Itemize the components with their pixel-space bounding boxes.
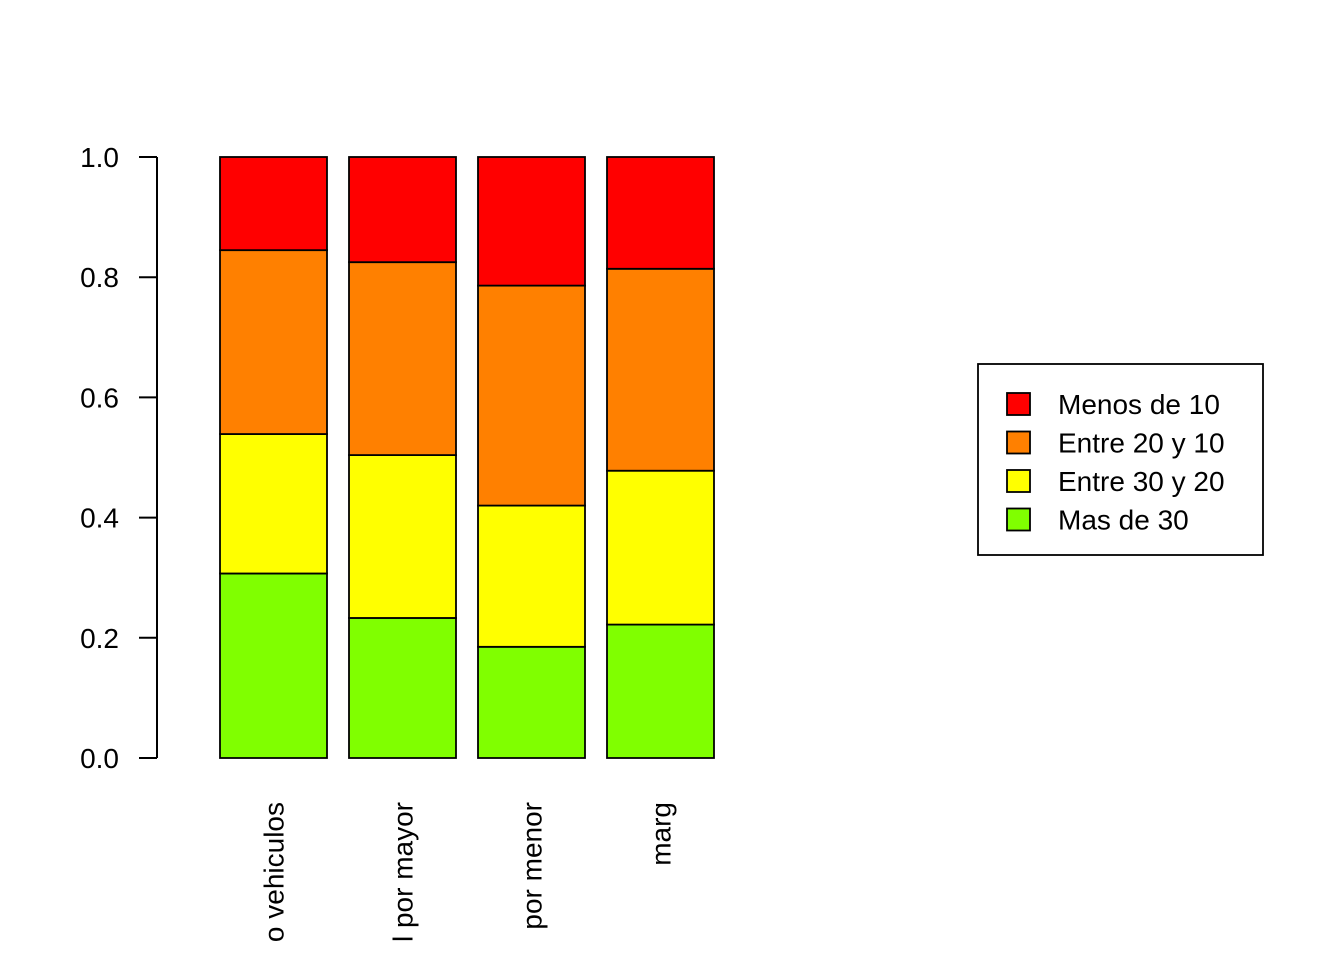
- bars: [219, 156, 715, 759]
- y-tick-label: 1.0: [80, 142, 119, 173]
- y-tick-label: 0.0: [80, 743, 119, 774]
- bar-segment: [477, 645, 586, 759]
- bar-segment: [477, 284, 586, 507]
- bar-segment: [606, 623, 715, 759]
- bar-segment: [348, 156, 457, 264]
- bar-segment: [348, 261, 457, 456]
- bar-segment: [348, 617, 457, 759]
- bar-segment: [477, 156, 586, 287]
- y-axis: 0.0 0.2 0.4 0.6 0.8 1.0: [80, 142, 158, 774]
- y-tick-label: 0.8: [80, 262, 119, 293]
- x-tick-label: l por mayor: [388, 802, 419, 942]
- bar-segment: [219, 572, 328, 759]
- bar-segment: [606, 267, 715, 472]
- legend-swatch: [1006, 392, 1031, 416]
- y-tick-label: 0.2: [80, 623, 119, 654]
- y-tick-label: 0.4: [80, 503, 119, 534]
- bar-segment: [348, 454, 457, 619]
- x-tick-label: o vehiculos: [259, 802, 290, 942]
- legend-label: Mas de 30: [1058, 505, 1189, 536]
- legend-swatch: [1006, 430, 1031, 455]
- bar-segment: [219, 249, 328, 435]
- x-tick-label: marg: [646, 802, 677, 866]
- bar-segment: [219, 156, 328, 252]
- bar-segment: [219, 433, 328, 575]
- legend-swatch: [1006, 469, 1031, 493]
- bar-segment: [606, 156, 715, 270]
- bar-segment: [477, 504, 586, 648]
- x-axis-labels: o vehiculos l por mayor por menor marg: [259, 802, 677, 942]
- legend-swatch: [1006, 507, 1031, 532]
- bar-segment: [606, 469, 715, 626]
- legend: Menos de 10 Entre 20 y 10 Entre 30 y 20 Mas…: [977, 363, 1264, 556]
- y-tick-label: 0.6: [80, 382, 119, 413]
- legend-label: Entre 30 y 20: [1058, 466, 1225, 497]
- x-tick-label: por menor: [517, 802, 548, 930]
- legend-label: Menos de 10: [1058, 389, 1220, 420]
- legend-label: Entre 20 y 10: [1058, 428, 1225, 459]
